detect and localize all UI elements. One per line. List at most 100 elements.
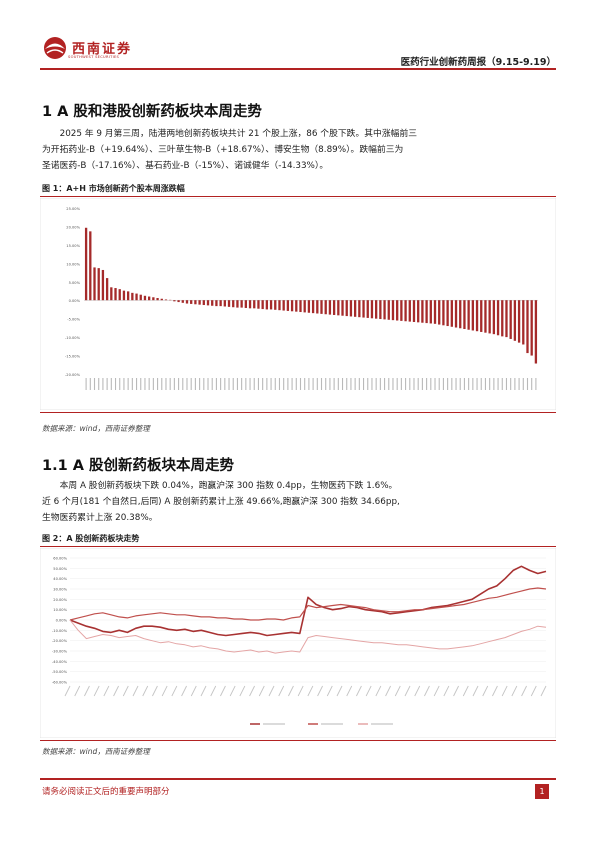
x-date-label bbox=[482, 685, 489, 697]
bar bbox=[148, 296, 151, 301]
bar bbox=[475, 300, 479, 332]
x-date-label bbox=[74, 685, 81, 697]
figure-1-bottom-rule bbox=[40, 412, 556, 413]
x-date-label bbox=[326, 685, 333, 697]
figure-2-rule bbox=[40, 546, 556, 547]
bar bbox=[505, 300, 508, 338]
bar bbox=[517, 300, 521, 343]
paragraph-line: 2025 年 9 月第三周，陆港两地创新药板块共计 21 个股上涨，86 个股下… bbox=[59, 129, 418, 139]
paragraph-line: 近 6 个月(181 个自然日,后同) A 股创新药累计上涨 49.66%,跑赢… bbox=[42, 497, 400, 507]
bar bbox=[358, 300, 361, 318]
x-date-label bbox=[122, 685, 129, 697]
x-date-label bbox=[492, 685, 498, 697]
bar bbox=[156, 298, 159, 301]
y-tick-label: -5.00% bbox=[67, 318, 80, 322]
bar bbox=[324, 300, 327, 315]
y-tick-label: -10.00% bbox=[65, 336, 81, 340]
bar bbox=[509, 300, 512, 339]
x-date-label bbox=[278, 685, 285, 697]
bar bbox=[206, 300, 210, 306]
x-date-label bbox=[152, 685, 158, 697]
x-date-label bbox=[297, 685, 304, 697]
bar bbox=[349, 300, 353, 317]
bar bbox=[185, 300, 189, 304]
bar bbox=[299, 300, 302, 313]
x-date-label bbox=[268, 685, 275, 697]
bar bbox=[253, 300, 256, 309]
x-date-label bbox=[472, 685, 479, 697]
x-date-label bbox=[288, 685, 294, 697]
figure-1-source: 数据来源：wind，西南证券整理 bbox=[42, 424, 150, 433]
figure-1-title: 图 1：A+H 市场创新药个股本周涨跌幅 bbox=[42, 184, 185, 193]
bar bbox=[391, 300, 395, 321]
bar bbox=[101, 269, 105, 301]
bar bbox=[459, 300, 462, 329]
section-1-1-heading: 1.1 A 股创新药板块本周走势 bbox=[42, 458, 235, 474]
bar bbox=[105, 278, 109, 301]
x-date-label bbox=[239, 685, 246, 697]
bar bbox=[492, 300, 496, 335]
figure-2-title: 图 2：A 股创新药板块走势 bbox=[42, 534, 140, 543]
bar bbox=[190, 300, 193, 304]
x-date-label bbox=[142, 685, 149, 697]
bar bbox=[97, 268, 100, 301]
x-date-label bbox=[356, 685, 362, 697]
bar bbox=[110, 287, 113, 301]
header-divider bbox=[40, 68, 556, 70]
page-number: 1 bbox=[535, 784, 549, 799]
x-date-label bbox=[540, 685, 547, 697]
bar bbox=[387, 300, 390, 320]
bar bbox=[89, 231, 92, 301]
bar bbox=[160, 298, 163, 301]
x-date-label bbox=[443, 685, 450, 697]
bar bbox=[337, 300, 340, 316]
y-tick-label: -30.00% bbox=[52, 650, 68, 654]
bar bbox=[244, 300, 247, 308]
x-date-label bbox=[229, 685, 236, 697]
y-tick-label: 50.00% bbox=[53, 567, 67, 571]
bar bbox=[379, 300, 382, 320]
figure-2-line-chart: 60.00% 50.00% 40.00% 30.00% 20.00% 10.00% 0.00… bbox=[40, 548, 556, 738]
bar bbox=[93, 267, 96, 301]
x-date-label bbox=[424, 685, 430, 697]
x-date-label bbox=[521, 685, 527, 697]
x-date-label bbox=[346, 685, 353, 697]
y-tick-label: -20.00% bbox=[52, 639, 68, 643]
bar bbox=[135, 293, 138, 301]
bar bbox=[488, 300, 491, 334]
x-date-label bbox=[93, 685, 100, 697]
bar bbox=[177, 300, 180, 303]
bar bbox=[463, 300, 466, 329]
figure-1-bar-chart: 25.00% 20.00% 15.00% 10.00% 5.00% 0.00% -5.00%… bbox=[40, 198, 556, 410]
bar bbox=[307, 300, 311, 313]
y-tick-label: -40.00% bbox=[52, 660, 68, 664]
bar bbox=[126, 291, 130, 301]
bar bbox=[320, 300, 323, 314]
bar bbox=[164, 299, 168, 301]
bar bbox=[118, 289, 121, 301]
bar bbox=[282, 300, 285, 311]
y-tick-label: -15.00% bbox=[65, 355, 81, 359]
x-date-label bbox=[210, 685, 217, 697]
bar bbox=[316, 300, 319, 314]
x-date-label bbox=[530, 685, 537, 697]
x-date-label bbox=[511, 685, 518, 697]
bar bbox=[375, 300, 378, 319]
y-tick-label: 0.00% bbox=[69, 299, 81, 303]
x-date-label bbox=[200, 685, 207, 697]
bar bbox=[198, 300, 201, 305]
bar bbox=[471, 300, 474, 331]
bar bbox=[202, 300, 205, 306]
bar bbox=[257, 300, 260, 309]
bar bbox=[286, 300, 290, 311]
bar bbox=[345, 300, 348, 317]
bar bbox=[467, 300, 470, 330]
bar bbox=[131, 292, 134, 301]
bar bbox=[446, 300, 449, 327]
bar bbox=[274, 300, 277, 310]
bar bbox=[421, 300, 424, 323]
bar bbox=[438, 300, 441, 325]
bar bbox=[236, 300, 239, 308]
paragraph-line: 为开拓药业-B（+19.64%）、三叶草生物-B（+18.67%）、博安生物（8… bbox=[42, 145, 404, 155]
x-date-label bbox=[385, 685, 391, 697]
